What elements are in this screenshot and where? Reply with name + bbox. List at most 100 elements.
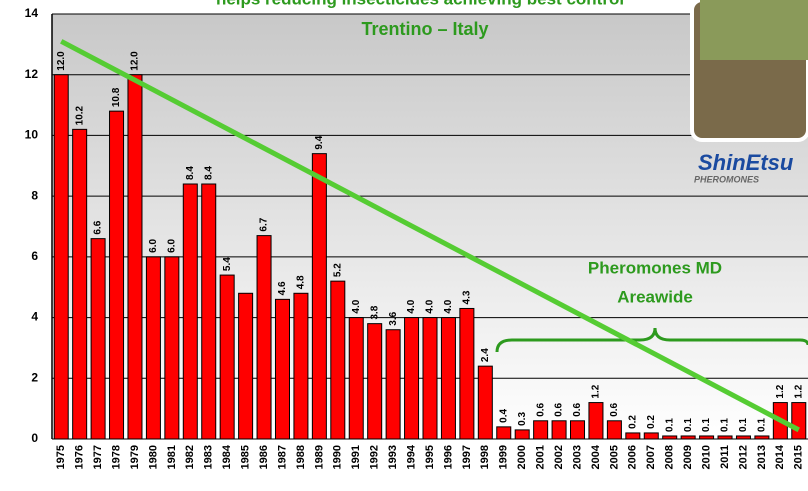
value-label: 3.6 (388, 311, 399, 325)
bar (91, 239, 105, 439)
x-tick-label: 1981 (166, 445, 178, 469)
x-tick-label: 1997 (461, 445, 473, 469)
x-tick-label: 2013 (756, 445, 768, 469)
bar (792, 403, 806, 439)
bar (239, 293, 253, 439)
value-label: 6.0 (166, 239, 177, 253)
bar (110, 111, 124, 439)
x-tick-label: 2007 (645, 445, 657, 469)
x-tick-label: 2012 (737, 445, 749, 469)
value-label: 0.1 (738, 418, 749, 432)
bar (571, 421, 585, 439)
x-tick-label: 1991 (350, 445, 362, 469)
x-tick-label: 1989 (313, 445, 325, 469)
bar (165, 257, 179, 439)
bar (700, 436, 714, 439)
x-tick-label: 2006 (627, 445, 639, 469)
bar (54, 75, 68, 439)
bar (736, 436, 750, 439)
x-tick-label: 1977 (92, 445, 104, 469)
bar (552, 421, 566, 439)
value-label: 4.0 (406, 299, 417, 313)
x-tick-label: 1990 (332, 445, 344, 469)
value-label: 0.1 (701, 418, 712, 432)
x-tick-label: 1986 (258, 445, 270, 469)
value-label: 4.0 (443, 299, 454, 313)
value-label: 0.6 (572, 402, 583, 416)
bar (128, 75, 142, 439)
bar (405, 318, 419, 439)
chart-title: helps reducing insecticides achieving be… (216, 0, 624, 8)
x-tick-label: 2010 (700, 445, 712, 469)
value-label: 4.0 (351, 299, 362, 313)
y-tick-label: 12 (25, 67, 39, 81)
bar (183, 184, 197, 439)
annotation: Pheromones MD (588, 258, 722, 277)
bar (202, 184, 216, 439)
y-tick-label: 4 (31, 310, 38, 324)
bar (755, 436, 769, 439)
bar (663, 436, 677, 439)
bar (275, 299, 289, 439)
x-tick-label: 2009 (682, 445, 694, 469)
value-label: 0.4 (498, 409, 509, 423)
x-tick-label: 2015 (793, 445, 805, 469)
value-label: 4.0 (425, 299, 436, 313)
value-label: 0.1 (664, 418, 675, 432)
value-label: 4.6 (277, 281, 288, 295)
x-tick-label: 1984 (221, 444, 233, 469)
x-tick-label: 1992 (369, 445, 381, 469)
bar (257, 236, 271, 439)
bar (349, 318, 363, 439)
bar (294, 293, 308, 439)
value-label: 1.2 (591, 384, 602, 398)
x-tick-label: 1979 (129, 445, 141, 469)
bar (146, 257, 160, 439)
x-tick-label: 2000 (516, 445, 528, 469)
value-label: 10.8 (111, 87, 122, 107)
value-label: 0.1 (757, 418, 768, 432)
bar (534, 421, 548, 439)
annotation: Areawide (617, 287, 693, 306)
x-tick-label: 2008 (664, 445, 676, 469)
value-label: 1.2 (775, 384, 786, 398)
bar (515, 430, 529, 439)
x-tick-label: 2002 (553, 445, 565, 469)
x-tick-label: 2014 (774, 444, 786, 469)
value-label: 12.0 (130, 51, 141, 71)
y-tick-label: 14 (25, 6, 39, 20)
x-tick-label: 1998 (479, 445, 491, 469)
value-label: 5.2 (332, 263, 343, 277)
value-label: 9.4 (314, 135, 325, 149)
photo-foliage (700, 0, 808, 60)
bar (626, 433, 640, 439)
bar (460, 308, 474, 439)
bar (681, 436, 695, 439)
x-tick-label: 1987 (276, 445, 288, 469)
x-tick-label: 1993 (387, 445, 399, 469)
value-label: 10.2 (74, 105, 85, 125)
logo: ShinEtsu (698, 150, 794, 175)
value-label: 0.1 (720, 418, 731, 432)
value-label: 0.3 (517, 412, 528, 426)
bar (312, 154, 326, 439)
bar (73, 129, 87, 439)
chart: Pheromones MD Areawide helps reducing in… (0, 0, 808, 491)
value-label: 0.2 (646, 415, 657, 429)
x-tick-label: 1982 (184, 445, 196, 469)
value-label: 5.4 (222, 257, 233, 271)
value-label: 6.7 (259, 217, 270, 231)
bar (497, 427, 511, 439)
value-label: 12.0 (56, 51, 67, 71)
bar (589, 403, 603, 439)
x-tick-label: 1988 (295, 445, 307, 469)
x-tick-label: 1994 (405, 444, 417, 469)
x-tick-label: 1985 (240, 445, 252, 469)
x-tick-label: 1976 (74, 445, 86, 469)
bar (478, 366, 492, 439)
bar (220, 275, 234, 439)
value-label: 4.8 (296, 275, 307, 289)
y-tick-label: 8 (31, 188, 38, 202)
value-label: 0.6 (609, 402, 620, 416)
value-label: 3.8 (369, 305, 380, 319)
